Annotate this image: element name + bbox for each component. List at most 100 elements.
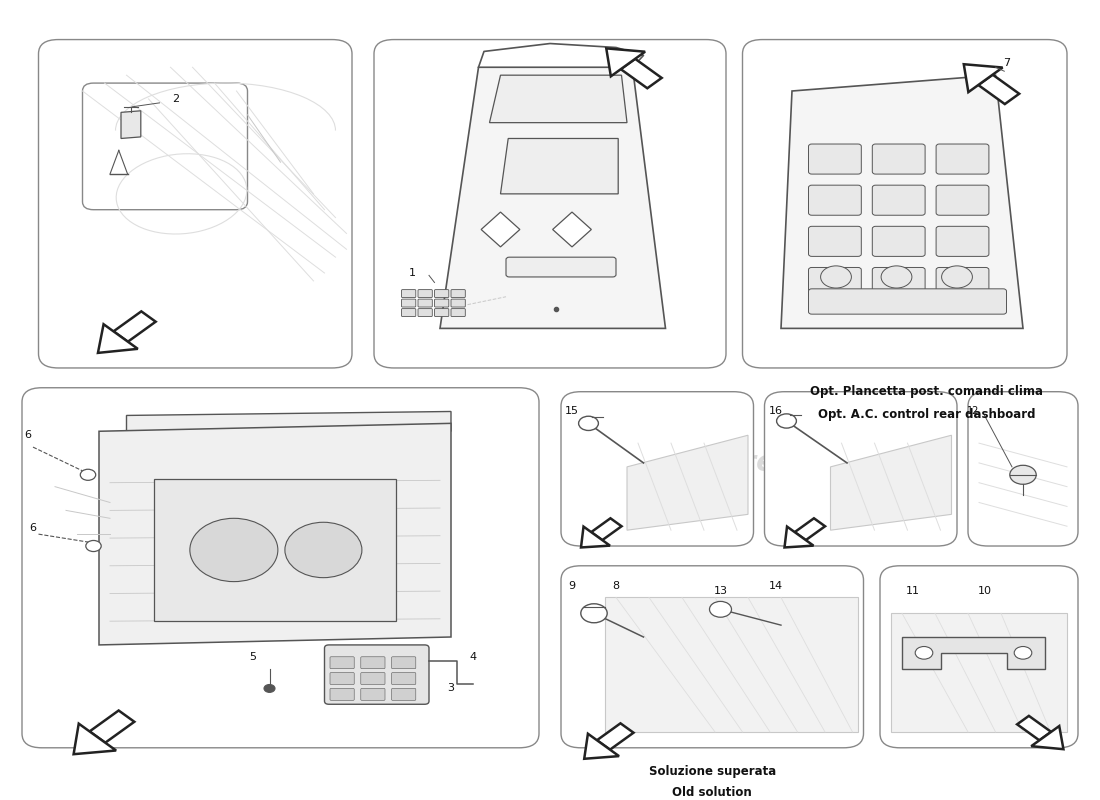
Circle shape (581, 604, 607, 622)
FancyBboxPatch shape (402, 290, 416, 298)
Circle shape (285, 522, 362, 578)
FancyBboxPatch shape (330, 657, 354, 669)
FancyBboxPatch shape (764, 392, 957, 546)
Text: 12: 12 (967, 406, 980, 417)
FancyBboxPatch shape (330, 689, 354, 700)
FancyBboxPatch shape (808, 289, 1006, 314)
Polygon shape (627, 435, 748, 530)
FancyBboxPatch shape (418, 290, 432, 298)
FancyBboxPatch shape (434, 290, 449, 298)
FancyBboxPatch shape (392, 657, 416, 669)
FancyBboxPatch shape (808, 267, 861, 298)
Polygon shape (126, 411, 451, 435)
FancyBboxPatch shape (402, 309, 416, 317)
FancyBboxPatch shape (324, 645, 429, 704)
Text: eurospares: eurospares (104, 188, 280, 216)
Polygon shape (620, 59, 662, 88)
Polygon shape (830, 435, 952, 530)
Text: Opt. Plancetta post. comandi clima: Opt. Plancetta post. comandi clima (811, 386, 1043, 398)
Polygon shape (606, 48, 645, 76)
Polygon shape (481, 212, 520, 247)
Polygon shape (891, 614, 1067, 732)
FancyBboxPatch shape (872, 267, 925, 298)
FancyBboxPatch shape (392, 689, 416, 700)
Polygon shape (902, 637, 1045, 669)
Circle shape (86, 541, 101, 551)
Circle shape (190, 518, 278, 582)
FancyBboxPatch shape (936, 267, 989, 298)
Polygon shape (784, 526, 814, 547)
Text: eurospares: eurospares (468, 188, 644, 216)
Polygon shape (964, 64, 1002, 92)
Circle shape (80, 470, 96, 480)
Polygon shape (1031, 726, 1064, 749)
FancyBboxPatch shape (451, 290, 465, 298)
FancyBboxPatch shape (968, 392, 1078, 546)
Polygon shape (89, 710, 134, 742)
FancyBboxPatch shape (374, 39, 726, 368)
FancyBboxPatch shape (561, 566, 864, 748)
Polygon shape (490, 75, 627, 122)
Text: 14: 14 (769, 581, 782, 590)
Circle shape (942, 266, 972, 288)
FancyBboxPatch shape (808, 185, 861, 215)
FancyBboxPatch shape (451, 299, 465, 307)
FancyBboxPatch shape (418, 309, 432, 317)
FancyBboxPatch shape (451, 309, 465, 317)
Text: 5: 5 (250, 652, 256, 662)
Text: 15: 15 (565, 406, 579, 417)
FancyBboxPatch shape (808, 226, 861, 256)
Polygon shape (121, 110, 141, 138)
Circle shape (777, 414, 796, 428)
Polygon shape (98, 324, 138, 353)
FancyBboxPatch shape (361, 673, 385, 685)
FancyBboxPatch shape (361, 657, 385, 669)
FancyBboxPatch shape (808, 144, 861, 174)
Polygon shape (440, 67, 666, 328)
Polygon shape (605, 598, 858, 732)
FancyBboxPatch shape (742, 39, 1067, 368)
Polygon shape (781, 75, 1023, 328)
FancyBboxPatch shape (434, 309, 449, 317)
FancyBboxPatch shape (561, 392, 754, 546)
Circle shape (881, 266, 912, 288)
FancyBboxPatch shape (872, 144, 925, 174)
Circle shape (915, 646, 933, 659)
Polygon shape (154, 478, 396, 621)
FancyBboxPatch shape (418, 299, 432, 307)
Text: 13: 13 (714, 586, 727, 596)
FancyBboxPatch shape (330, 673, 354, 685)
Polygon shape (978, 74, 1020, 104)
Text: 6: 6 (30, 523, 36, 533)
FancyBboxPatch shape (82, 83, 248, 210)
Text: eurospares: eurospares (616, 449, 792, 477)
Text: 8: 8 (613, 581, 619, 590)
Circle shape (1014, 646, 1032, 659)
FancyBboxPatch shape (361, 689, 385, 700)
Polygon shape (1018, 716, 1052, 740)
FancyBboxPatch shape (22, 388, 539, 748)
Polygon shape (113, 311, 156, 342)
Text: 6: 6 (24, 430, 31, 440)
Polygon shape (99, 423, 451, 645)
Text: 11: 11 (906, 586, 920, 596)
FancyBboxPatch shape (434, 299, 449, 307)
FancyBboxPatch shape (936, 226, 989, 256)
Text: 10: 10 (978, 586, 991, 596)
Circle shape (821, 266, 851, 288)
Text: Soluzione superata: Soluzione superata (649, 765, 776, 778)
FancyBboxPatch shape (392, 673, 416, 685)
FancyBboxPatch shape (936, 144, 989, 174)
FancyBboxPatch shape (872, 226, 925, 256)
FancyBboxPatch shape (872, 185, 925, 215)
Text: Old solution: Old solution (672, 786, 752, 798)
Text: Opt. A.C. control rear dashboard: Opt. A.C. control rear dashboard (818, 407, 1035, 421)
Circle shape (710, 602, 732, 618)
Text: 9: 9 (569, 581, 575, 590)
Polygon shape (584, 734, 619, 758)
Text: 3: 3 (448, 683, 454, 694)
Text: eurospares: eurospares (104, 564, 280, 592)
FancyBboxPatch shape (39, 39, 352, 368)
Text: 7: 7 (1003, 58, 1010, 68)
Text: 2: 2 (173, 94, 179, 104)
